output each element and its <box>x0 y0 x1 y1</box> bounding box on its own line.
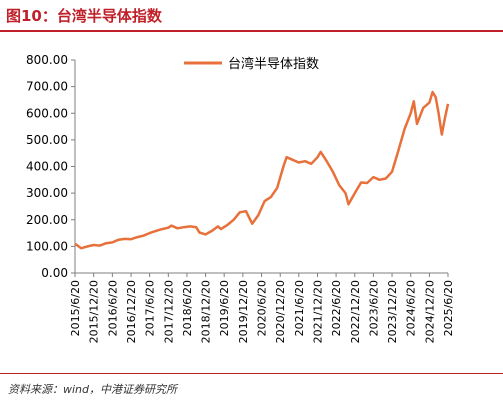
x-tick-label: 2016/6/20 <box>106 280 119 336</box>
x-tick-label: 2021/12/20 <box>312 280 325 343</box>
x-tick-label: 2015/12/20 <box>88 280 101 343</box>
bottom-rule <box>0 373 503 374</box>
x-tick-label: 2022/6/20 <box>330 280 343 336</box>
x-tick-label: 2016/12/20 <box>125 280 138 343</box>
y-tick-label: 500.00 <box>26 133 68 147</box>
series-line <box>74 90 450 250</box>
x-tick-label: 2019/6/20 <box>218 280 231 336</box>
legend-label: 台湾半导体指数 <box>228 56 319 72</box>
title-rule <box>0 30 503 32</box>
x-tick-label: 2023/12/20 <box>386 280 399 343</box>
x-tick-label: 2023/6/20 <box>367 280 380 336</box>
x-tick-label: 2022/12/20 <box>349 280 362 343</box>
x-tick-label: 2015/6/20 <box>69 280 82 336</box>
figure-title: 图10：台湾半导体指数 <box>6 7 162 25</box>
source-note: 资料来源：wind，中港证券研究所 <box>8 383 178 396</box>
x-tick-label: 2019/12/20 <box>237 280 250 343</box>
x-tick-label: 2020/6/20 <box>256 280 269 336</box>
y-tick-label: 600.00 <box>26 106 68 120</box>
x-tick-label: 2017/12/20 <box>162 280 175 343</box>
y-tick-label: 300.00 <box>26 186 68 200</box>
y-tick-label: 700.00 <box>26 80 68 94</box>
y-tick-label: 200.00 <box>26 213 68 227</box>
x-tick-label: 2020/12/20 <box>274 280 287 343</box>
x-tick-label: 2018/12/20 <box>200 280 213 343</box>
line-chart: 800.00 700.00 600.00 500.00 400.00 300.00 200.… <box>26 53 455 343</box>
x-tick-label: 2024/6/20 <box>405 280 418 336</box>
x-tick-label: 2017/6/20 <box>144 280 157 336</box>
x-tick-label: 2021/6/20 <box>293 280 306 336</box>
y-tick-label: 400.00 <box>26 160 68 174</box>
chart-axes: 800.00 700.00 600.00 500.00 400.00 300.00 200.… <box>26 53 455 343</box>
y-tick-label: 800.00 <box>26 53 68 67</box>
chart-legend: 台湾半导体指数 <box>184 56 319 72</box>
y-tick-label: 100.00 <box>26 239 68 253</box>
x-tick-label: 2025/6/20 <box>442 280 455 336</box>
plot-area <box>74 90 450 250</box>
y-tick-label: 0.00 <box>41 266 68 280</box>
x-tick-label: 2018/6/20 <box>181 280 194 336</box>
x-tick-label: 2024/12/20 <box>423 280 436 343</box>
